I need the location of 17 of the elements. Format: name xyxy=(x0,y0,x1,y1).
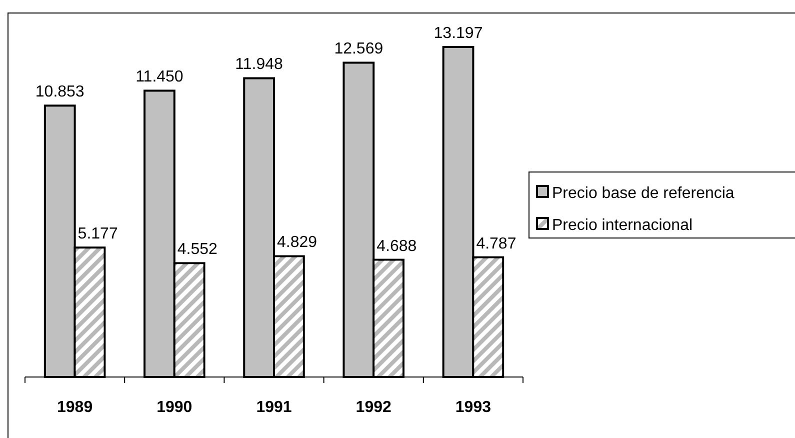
x-tick-label: 1992 xyxy=(356,399,392,416)
data-label: 13.197 xyxy=(434,25,483,42)
x-tick-label: 1990 xyxy=(156,399,192,416)
legend-label: Precio internacional xyxy=(552,217,693,234)
data-label: 12.569 xyxy=(334,40,384,58)
data-label: 4.552 xyxy=(177,241,218,258)
data-label: 5.177 xyxy=(78,226,118,243)
data-label: 4.688 xyxy=(376,238,417,255)
data-label: 4.787 xyxy=(476,235,516,252)
data-label: 4.829 xyxy=(277,234,318,252)
data-label: 10.853 xyxy=(35,84,84,101)
legend-label: Precio base de referencia xyxy=(552,185,734,202)
x-tick-label: 1993 xyxy=(455,399,492,416)
x-tick-label: 1991 xyxy=(256,399,292,416)
data-label: 11.948 xyxy=(235,56,284,74)
data-label: 11.450 xyxy=(136,68,184,86)
x-tick-label: 1989 xyxy=(57,399,93,416)
